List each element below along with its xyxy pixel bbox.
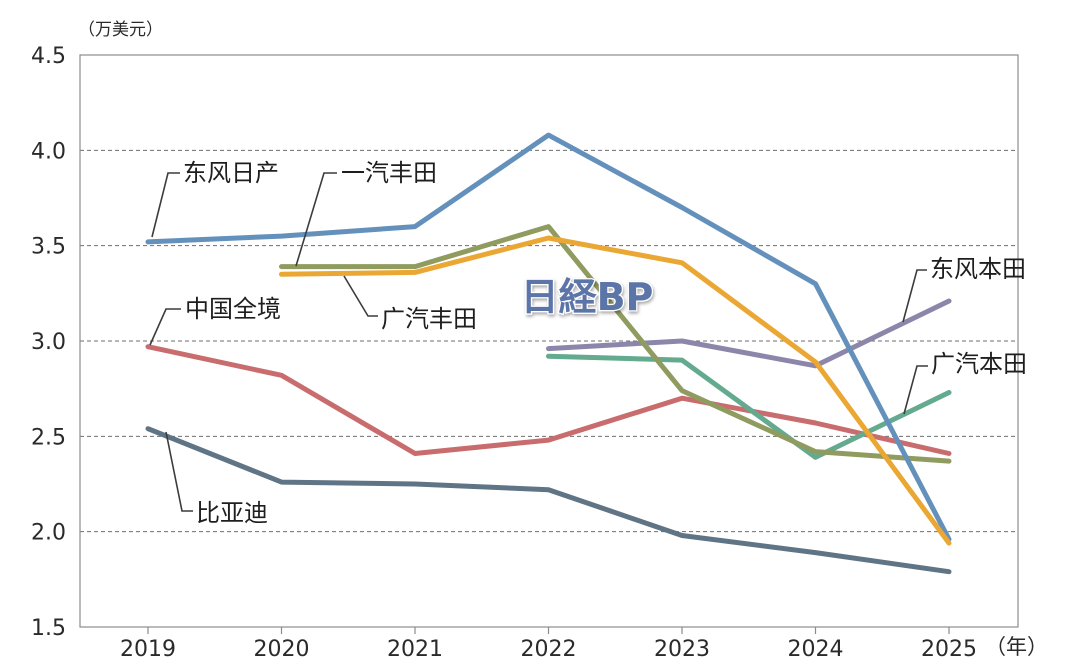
series-label-faw-toyota: 一汽丰田 xyxy=(341,159,437,187)
leader-line-faw-toyota xyxy=(295,172,337,267)
y-tick-label: 1.5 xyxy=(31,616,66,641)
series-line-dongfeng-nissan xyxy=(145,132,952,542)
x-tick-label: 2025 xyxy=(921,637,977,662)
leader-line-china-total xyxy=(149,308,181,346)
y-tick-label: 2.0 xyxy=(31,521,66,546)
y-tick-label: 3.0 xyxy=(31,330,66,355)
series-label-gac-honda: 广汽本田 xyxy=(931,350,1027,378)
series-label-dongfeng-nissan: 东风日产 xyxy=(183,159,279,187)
x-tick-label: 2020 xyxy=(254,637,310,662)
leader-line-byd xyxy=(165,431,193,512)
series-line-gac-honda xyxy=(546,353,952,460)
leader-line-dongfeng-honda xyxy=(902,269,927,323)
x-tick-label: 2022 xyxy=(521,637,577,662)
gridlines xyxy=(80,149,1018,533)
y-axis: 1.5 2.0 2.5 3.0 3.5 4.0 4.5 xyxy=(31,44,66,641)
leader-line-dongfeng-nissan xyxy=(151,172,180,238)
y-axis-unit-label: （万美元） xyxy=(78,20,163,40)
series-lines xyxy=(145,132,952,575)
leader-line-gac-honda xyxy=(903,365,928,415)
y-tick-label: 2.5 xyxy=(31,425,66,450)
label-leader-lines xyxy=(149,172,928,512)
x-tick-label: 2021 xyxy=(387,637,443,662)
x-tick-label: 2023 xyxy=(654,637,710,662)
y-tick-label: 3.5 xyxy=(31,235,66,260)
x-axis-unit-label: （年） xyxy=(985,635,1048,659)
series-line-faw-toyota xyxy=(279,224,952,464)
y-tick-label: 4.0 xyxy=(31,139,66,164)
series-line-byd xyxy=(145,426,952,575)
watermark: 日経BP xyxy=(521,275,654,319)
y-tick-label: 4.5 xyxy=(31,44,66,69)
leader-line-gac-toyota xyxy=(343,275,378,317)
series-label-gac-toyota: 广汽丰田 xyxy=(381,305,477,333)
x-axis: 2019 2020 2021 2022 2023 2024 2025 xyxy=(120,627,977,662)
series-label-dongfeng-honda: 东风本田 xyxy=(930,255,1026,283)
series-label-china-total: 中国全境 xyxy=(185,295,281,323)
x-tick-label: 2024 xyxy=(788,637,844,662)
series-label-byd: 比亚迪 xyxy=(196,499,268,527)
series-line-dongfeng-honda xyxy=(546,298,952,369)
x-tick-label: 2019 xyxy=(120,637,176,662)
watermark-group: 日経BP xyxy=(519,274,654,321)
series-line-gac-toyota xyxy=(279,235,952,546)
series-line-china-total xyxy=(145,344,952,456)
